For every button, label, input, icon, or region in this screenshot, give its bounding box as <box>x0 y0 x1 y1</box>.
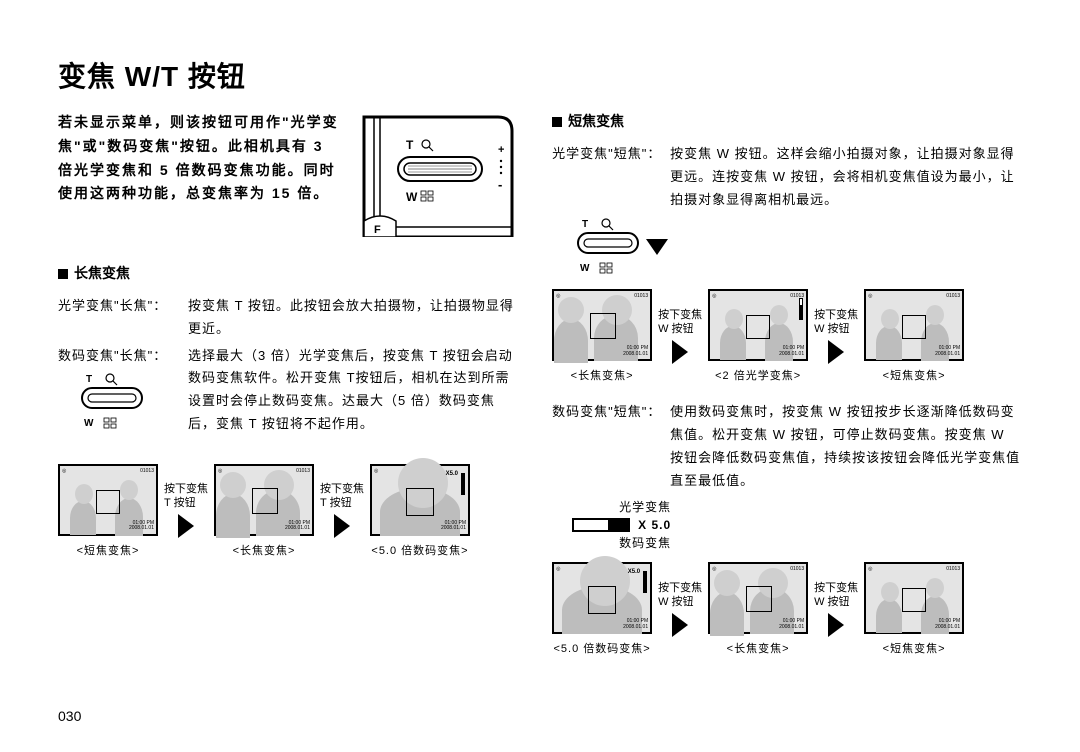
wide-heading: 短焦变焦 <box>552 111 1022 131</box>
x5-bot-label: 数码变焦 <box>572 534 671 552</box>
svg-text:W: W <box>84 418 94 429</box>
wide-sequence-bottom: X5.0 ◎ 01:00 PM2008.01.01 <5.0 倍数码变焦> 按下… <box>552 562 1022 656</box>
right-column: 短焦变焦 光学变焦"短焦"： 按变焦 W 按钮。这样会缩小拍摄对象，让拍摄对象显… <box>552 111 1022 656</box>
optical-wide-def: 光学变焦"短焦"： 按变焦 W 按钮。这样会缩小拍摄对象，让拍摄对象显得更远。连… <box>552 143 1022 211</box>
arrow-label-w3: 按下变焦 W 按钮 <box>658 582 702 610</box>
cap-r2: <2 倍光学变焦> <box>715 367 801 383</box>
digital-wide-def: 数码变焦"短焦"： 使用数码变焦时，按变焦 W 按钮按步长逐渐降低数码变焦值。松… <box>552 401 1022 492</box>
arrow-label-w2: 按下变焦 W 按钮 <box>814 309 858 337</box>
content-columns: 若未显示菜单，则该按钮可用作"光学变焦"或"数码变焦"按钮。此相机具有 3 倍光… <box>58 111 1022 656</box>
intro-row: 若未显示菜单，则该按钮可用作"光学变焦"或"数码变焦"按钮。此相机具有 3 倍光… <box>58 111 518 237</box>
thumb-tele2: ◎01013 01:00 PM2008.01.01 <box>552 289 652 361</box>
arrow-label-t1: 按下变焦 T 按钮 <box>164 483 208 511</box>
svg-text:W: W <box>406 190 418 204</box>
optical-wide-body: 按变焦 W 按钮。这样会缩小拍摄对象，让拍摄对象显得更远。连按变焦 W 按钮，会… <box>670 143 1022 211</box>
x5-bar <box>572 518 630 532</box>
x5-diagram: 光学变焦 X 5.0 数码变焦 <box>572 498 1022 552</box>
arrow-right-icon <box>828 613 844 637</box>
telephoto-heading: 长焦变焦 <box>58 263 518 283</box>
arrow-label-w4: 按下变焦 W 按钮 <box>814 582 858 610</box>
thumb-2x: ◎01013 01:00 PM2008.01.01 <box>708 289 808 361</box>
thumb-wide2: ◎01013 01:00 PM2008.01.01 <box>864 289 964 361</box>
x5-value: X 5.0 <box>638 516 671 534</box>
optical-tele-label: 光学变焦"长焦"： <box>58 295 188 341</box>
x5-top-label: 光学变焦 <box>572 498 671 516</box>
svg-text:-: - <box>498 177 502 192</box>
digital-tele-body: 选择最大（3 倍）光学变焦后，按变焦 T 按钮会启动数码变焦软件。松开变焦 T按… <box>188 345 518 436</box>
arrow-right-icon <box>334 514 350 538</box>
digital-wide-body: 使用数码变焦时，按变焦 W 按钮按步长逐渐降低数码变焦值。松开变焦 W 按钮，可… <box>670 401 1022 492</box>
arrow-right-icon <box>672 340 688 364</box>
camera-top-illustration: T W + - F <box>358 111 518 237</box>
cap-r1: <长焦变焦> <box>571 367 634 383</box>
page-title: 变焦 W/T 按钮 <box>58 55 1022 95</box>
svg-text:W: W <box>580 263 590 274</box>
optical-tele-def: 光学变焦"长焦"： 按变焦 T 按钮。此按钮会放大拍摄物，让拍摄物显得更近。 <box>58 295 518 341</box>
arrow-right-icon <box>672 613 688 637</box>
page-number: 030 <box>58 708 81 724</box>
arrow-right-icon <box>178 514 194 538</box>
thumb-digital5b: X5.0 ◎ 01:00 PM2008.01.01 <box>552 562 652 634</box>
optical-wide-label: 光学变焦"短焦"： <box>552 143 670 211</box>
svg-text:F: F <box>374 224 381 236</box>
svg-text:+: + <box>498 144 504 156</box>
svg-text:T: T <box>406 138 414 152</box>
left-column: 若未显示菜单，则该按钮可用作"光学变焦"或"数码变焦"按钮。此相机具有 3 倍光… <box>58 111 518 656</box>
zoom-button-icon: T W <box>80 370 144 434</box>
wide-sequence-top: ◎01013 01:00 PM2008.01.01 <长焦变焦> 按下变焦 W … <box>552 289 1022 383</box>
caption-wide: <短焦变焦> <box>77 542 140 558</box>
optical-tele-body: 按变焦 T 按钮。此按钮会放大拍摄物，让拍摄物显得更近。 <box>188 295 518 341</box>
thumb-tele3: ◎01013 01:00 PM2008.01.01 <box>708 562 808 634</box>
thumb-digital5: X5.0 ◎ 01:00 PM2008.01.01 <box>370 464 470 536</box>
caption-digital5: <5.0 倍数码变焦> <box>371 542 468 558</box>
arrow-label-t2: 按下变焦 T 按钮 <box>320 483 364 511</box>
arrow-down-icon <box>646 239 668 255</box>
svg-text:T: T <box>582 219 588 230</box>
svg-text:T: T <box>86 374 92 385</box>
thumb-wide: ◎01013 01:00 PM2008.01.01 <box>58 464 158 536</box>
cap-b1: <5.0 倍数码变焦> <box>554 640 651 656</box>
zoom-button-icon-w: T W <box>576 215 640 279</box>
cap-b3: <短焦变焦> <box>883 640 946 656</box>
thumb-wide3: ◎01013 01:00 PM2008.01.01 <box>864 562 964 634</box>
caption-tele: <长焦变焦> <box>233 542 296 558</box>
tele-sequence: ◎01013 01:00 PM2008.01.01 <短焦变焦> 按下变焦 T … <box>58 464 518 558</box>
arrow-right-icon <box>828 340 844 364</box>
arrow-label-w1: 按下变焦 W 按钮 <box>658 309 702 337</box>
thumb-tele: ◎01013 01:00 PM2008.01.01 <box>214 464 314 536</box>
digital-wide-label: 数码变焦"短焦"： <box>552 401 670 492</box>
cap-r3: <短焦变焦> <box>883 367 946 383</box>
cap-b2: <长焦变焦> <box>727 640 790 656</box>
intro-text: 若未显示菜单，则该按钮可用作"光学变焦"或"数码变焦"按钮。此相机具有 3 倍光… <box>58 111 344 237</box>
